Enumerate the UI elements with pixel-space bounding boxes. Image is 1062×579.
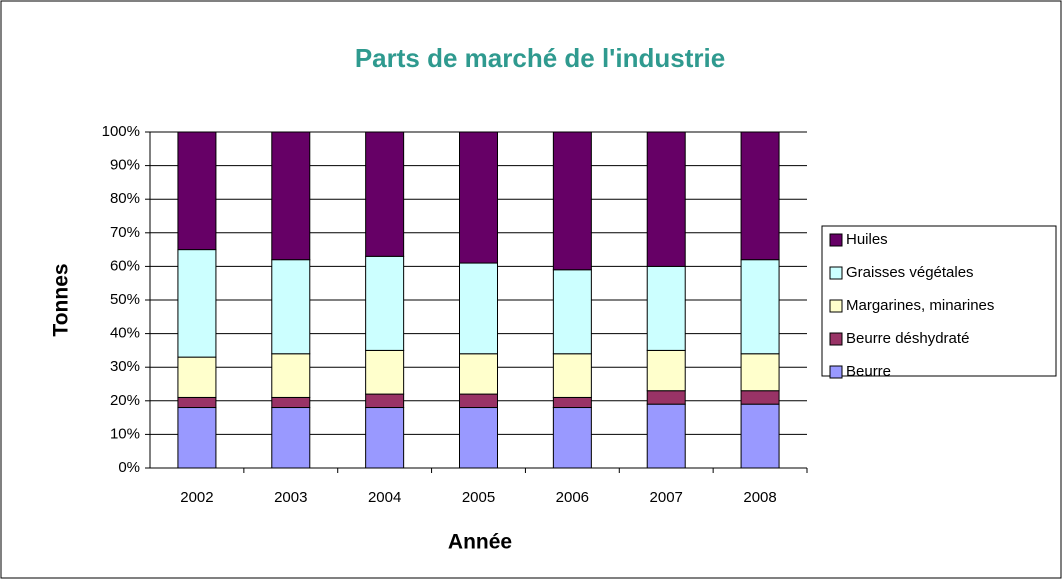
y-tick-label: 0% <box>118 459 140 476</box>
bar-segment <box>740 259 780 355</box>
legend-swatch <box>829 365 843 379</box>
x-tick-label: 2006 <box>556 489 589 506</box>
legend-label: Beurre <box>846 363 891 380</box>
y-tick-label: 90% <box>110 157 140 174</box>
y-tick-label: 60% <box>110 257 140 274</box>
x-tick-label: 2003 <box>274 489 307 506</box>
bar-segment <box>552 131 592 271</box>
bar-segment <box>740 353 780 392</box>
bar-segment <box>459 262 498 355</box>
x-tick-label: 2005 <box>462 489 495 506</box>
bar-segment <box>365 393 405 409</box>
y-axis-label: Tonnes <box>50 263 73 336</box>
bar-segment <box>271 259 311 355</box>
bar-segment <box>271 353 311 398</box>
bar-segment <box>552 269 592 355</box>
x-tick-label: 2008 <box>743 489 776 506</box>
bar-segment <box>365 349 405 395</box>
legend-label: Graisses végétales <box>846 264 974 281</box>
bar-segment <box>177 356 217 398</box>
chart-title: Parts de marché de l'industrie <box>355 43 725 73</box>
x-tick-label: 2002 <box>180 489 213 506</box>
y-tick-label: 30% <box>110 358 140 375</box>
x-tick-label: 2007 <box>650 489 683 506</box>
legend-label: Margarines, minarines <box>846 297 994 314</box>
bar-segment <box>646 349 686 392</box>
legend-swatch <box>829 266 843 280</box>
bar-segment <box>271 131 311 261</box>
bar-segment <box>459 393 498 409</box>
bar-segment <box>365 131 405 257</box>
bar-segment <box>177 249 217 358</box>
bar-segment <box>271 407 311 469</box>
y-tick-label: 20% <box>110 392 140 409</box>
bar-segment <box>365 407 405 469</box>
bar-segment <box>646 390 686 405</box>
bar-segment <box>177 396 217 409</box>
bar-segment <box>271 396 311 409</box>
legend-swatch <box>829 332 843 346</box>
bar-segment <box>177 407 217 469</box>
bar-segment <box>365 255 405 351</box>
x-axis-label: Année <box>448 531 512 554</box>
legend-swatch <box>829 233 843 247</box>
bar-segment <box>177 131 217 251</box>
bar-segment <box>740 390 780 405</box>
y-tick-label: 50% <box>110 291 140 308</box>
y-tick-label: 70% <box>110 224 140 241</box>
legend-label: Huiles <box>846 231 888 248</box>
y-tick-label: 80% <box>110 190 140 207</box>
bar-segment <box>646 403 686 469</box>
bar-segment <box>646 265 686 351</box>
y-tick-label: 100% <box>102 123 140 140</box>
bar-segment <box>552 396 592 409</box>
y-tick-label: 40% <box>110 325 140 342</box>
bar-segment <box>740 131 780 261</box>
bar-segment <box>459 131 498 264</box>
bar-segment <box>459 353 498 395</box>
bar-segment <box>646 131 686 267</box>
legend-swatch <box>829 299 843 313</box>
bar-segment <box>459 407 498 469</box>
bar-segment <box>740 403 780 469</box>
bar-segment <box>552 407 592 469</box>
y-tick-label: 10% <box>110 425 140 442</box>
legend-label: Beurre déshydraté <box>846 330 969 347</box>
bar-segment <box>552 353 592 398</box>
x-tick-label: 2004 <box>368 489 401 506</box>
legend-box <box>821 225 1057 377</box>
